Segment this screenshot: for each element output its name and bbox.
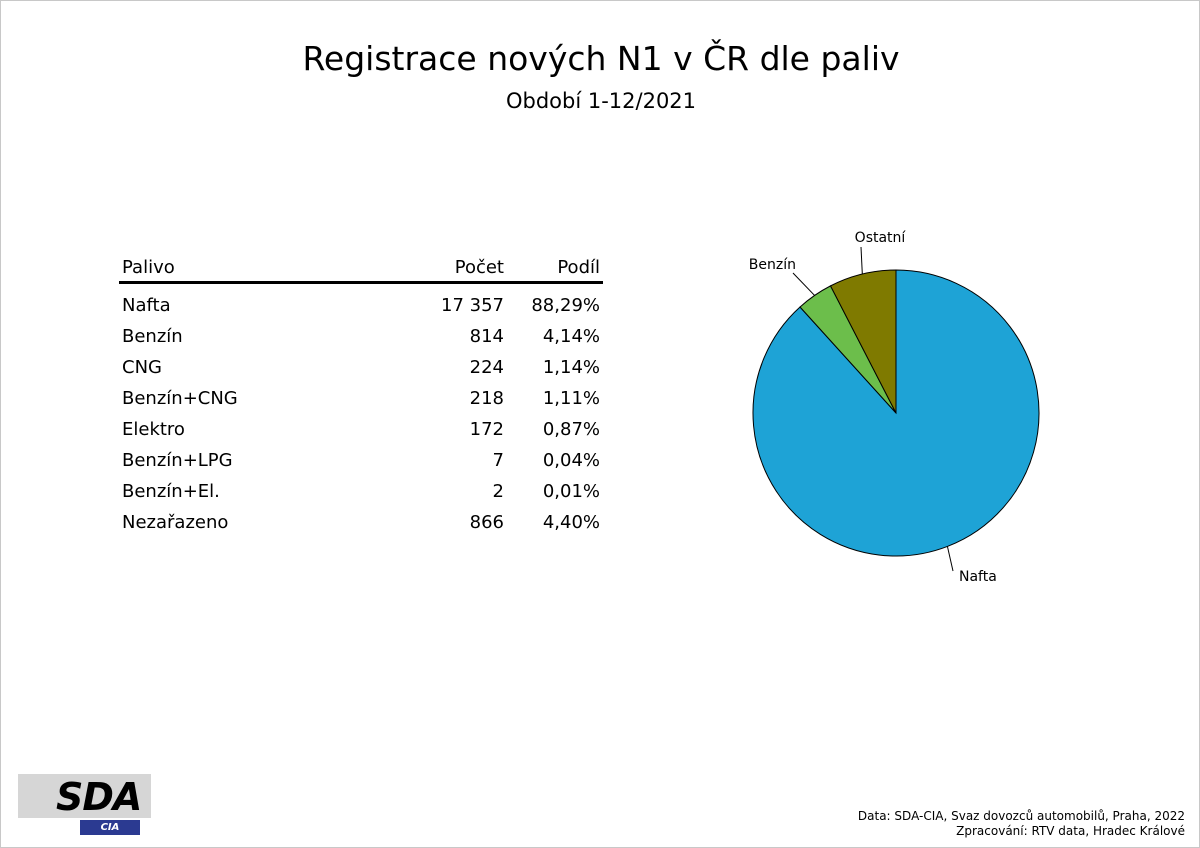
fuel-share: 88,29% xyxy=(531,295,600,316)
pie-label-benzín: Benzín xyxy=(749,257,796,273)
logo-text: SDA xyxy=(56,775,142,819)
sda-logo: SDA CIA xyxy=(18,774,151,835)
page-subtitle: Období 1-12/2021 xyxy=(505,89,697,113)
logo-subtext: CIA xyxy=(80,820,140,835)
source-line: Data: SDA-CIA, Svaz dovozců automobilů, … xyxy=(857,809,1185,823)
fuel-count: 224 xyxy=(469,357,504,378)
pie-slice-ostatní xyxy=(829,269,897,414)
header-share: Podíl xyxy=(507,253,603,284)
table-row: Benzín+El. 2 0,01% xyxy=(119,476,603,507)
fuel-count: 2 xyxy=(492,481,504,502)
header-count: Počet xyxy=(389,253,507,284)
leader-line-benzín xyxy=(792,272,815,296)
fuel-count: 7 xyxy=(492,450,504,471)
page-title: Registrace nových N1 v ČR dle paliv xyxy=(302,39,900,78)
logo-background xyxy=(18,774,151,818)
table-row: Nezařazeno 866 4,40% xyxy=(119,507,603,538)
fuel-name: Nezařazeno xyxy=(122,512,229,533)
table-row: Benzín 814 4,14% xyxy=(119,321,603,352)
fuel-count: 866 xyxy=(469,512,504,533)
fuel-share: 0,87% xyxy=(542,419,600,440)
table-header-row: Palivo Počet Podíl xyxy=(119,253,603,284)
fuel-share: 0,04% xyxy=(542,450,600,471)
fuel-share: 4,40% xyxy=(542,512,600,533)
pie-chart: Nafta Benzín Ostatní xyxy=(749,230,1040,585)
pie-label-nafta: Nafta xyxy=(959,569,997,585)
table-row: Elektro 172 0,87% xyxy=(119,414,603,445)
table-row: Benzín+CNG 218 1,11% xyxy=(119,383,603,414)
fuel-share: 1,11% xyxy=(542,388,600,409)
fuel-name: Elektro xyxy=(122,419,185,440)
fuel-share: 1,14% xyxy=(542,357,600,378)
pie-label-ostatní: Ostatní xyxy=(855,230,907,246)
table-row: Benzín+LPG 7 0,04% xyxy=(119,445,603,476)
leader-line-ostatní xyxy=(860,246,863,275)
fuel-name: Benzín+El. xyxy=(122,481,220,502)
fuel-count: 218 xyxy=(469,388,504,409)
table-row: Nafta 17 357 88,29% xyxy=(119,283,603,322)
fuel-name: Benzín+CNG xyxy=(122,388,238,409)
fuel-name: Benzín xyxy=(122,326,183,347)
header-fuel: Palivo xyxy=(119,253,389,284)
table-row: CNG 224 1,14% xyxy=(119,352,603,383)
fuel-share: 4,14% xyxy=(542,326,600,347)
source-note: Data: SDA-CIA, Svaz dovozců automobilů, … xyxy=(858,809,1185,839)
fuel-share: 0,01% xyxy=(542,481,600,502)
leader-line-nafta xyxy=(946,546,954,572)
fuel-name: CNG xyxy=(122,357,162,378)
fuel-count: 172 xyxy=(469,419,504,440)
fuel-table: Palivo Počet Podíl Nafta 17 357 88,29% B… xyxy=(119,253,603,538)
fuel-count: 17 357 xyxy=(441,295,504,316)
fuel-name: Nafta xyxy=(122,295,171,316)
processing-line: Zpracování: RTV data, Hradec Králové xyxy=(956,824,1185,838)
fuel-count: 814 xyxy=(469,326,504,347)
fuel-name: Benzín+LPG xyxy=(122,450,233,471)
